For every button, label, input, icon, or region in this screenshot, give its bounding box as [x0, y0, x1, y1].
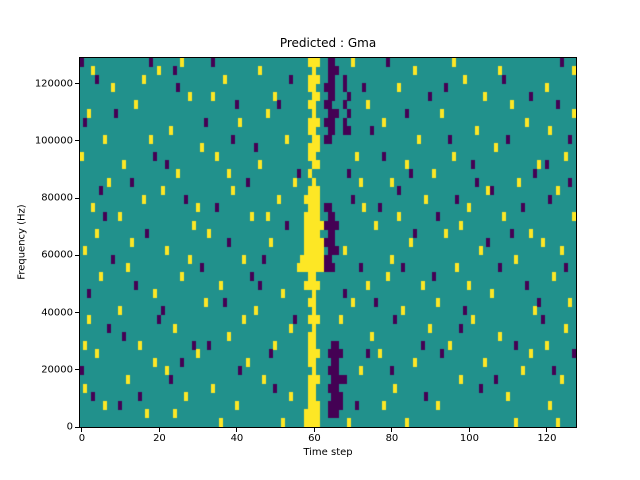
- y-tick-label: 0: [66, 421, 73, 433]
- y-tick-mark: [75, 83, 79, 85]
- x-axis-label: Time step: [303, 447, 353, 458]
- x-tick-label: 80: [385, 433, 399, 444]
- x-tick-label: 0: [78, 433, 86, 444]
- y-tick-mark: [75, 140, 79, 142]
- y-tick-label: 40000: [41, 307, 73, 319]
- y-tick-label: 80000: [41, 192, 73, 204]
- x-tick-mark: [158, 428, 160, 432]
- x-tick-label: 100: [459, 433, 479, 444]
- x-tick-mark: [391, 428, 393, 432]
- y-tick-label: 100000: [34, 135, 73, 147]
- y-axis-label: Frequency (Hz): [16, 204, 28, 280]
- y-tick-mark: [75, 197, 79, 199]
- x-tick-label: 60: [308, 433, 321, 444]
- heatmap-canvas: [80, 58, 576, 427]
- x-tick-mark: [313, 428, 315, 432]
- y-tick-mark: [75, 312, 79, 314]
- y-tick-label: 60000: [41, 249, 73, 261]
- x-tick-mark: [468, 428, 470, 432]
- y-tick-mark: [75, 369, 79, 371]
- x-tick-label: 40: [230, 433, 244, 444]
- y-tick-mark: [75, 426, 79, 428]
- x-tick-mark: [81, 428, 83, 432]
- y-tick-label: 20000: [41, 364, 73, 376]
- plot-area: [79, 57, 577, 428]
- y-tick-mark: [75, 254, 79, 256]
- x-tick-label: 20: [153, 433, 166, 444]
- x-tick-mark: [236, 428, 238, 432]
- chart-title: Predicted : Gma: [279, 36, 377, 50]
- x-tick-label: 120: [537, 433, 557, 444]
- y-tick-label: 120000: [34, 78, 73, 90]
- x-tick-mark: [546, 428, 548, 432]
